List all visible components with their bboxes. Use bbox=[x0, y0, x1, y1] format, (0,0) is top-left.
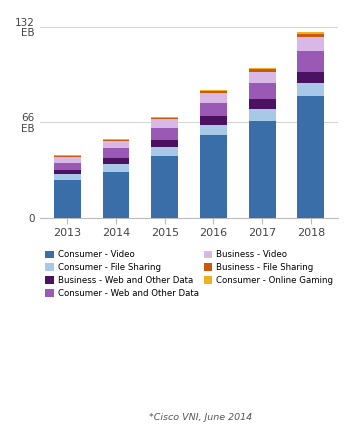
Bar bbox=[200, 125, 227, 135]
Bar bbox=[103, 148, 130, 159]
Bar bbox=[249, 68, 276, 70]
Bar bbox=[103, 164, 130, 172]
Bar bbox=[151, 128, 178, 139]
Bar bbox=[151, 119, 178, 128]
Bar bbox=[54, 163, 81, 170]
Bar bbox=[249, 83, 276, 99]
Bar bbox=[151, 139, 178, 147]
Bar bbox=[54, 156, 81, 157]
Bar bbox=[298, 51, 324, 72]
Bar bbox=[200, 93, 227, 103]
Bar bbox=[298, 32, 324, 34]
Bar bbox=[200, 103, 227, 117]
Bar bbox=[103, 141, 130, 148]
Bar bbox=[298, 34, 324, 37]
Bar bbox=[249, 121, 276, 218]
Bar bbox=[200, 91, 227, 93]
Bar bbox=[54, 174, 81, 180]
Bar bbox=[249, 70, 276, 72]
Bar bbox=[298, 83, 324, 96]
Text: *Cisco VNI, June 2014: *Cisco VNI, June 2014 bbox=[149, 413, 253, 422]
Bar bbox=[200, 135, 227, 218]
Bar bbox=[103, 172, 130, 218]
Bar bbox=[200, 90, 227, 91]
Bar bbox=[103, 139, 130, 141]
Bar bbox=[151, 147, 178, 156]
Bar bbox=[54, 180, 81, 218]
Bar bbox=[54, 157, 81, 163]
Bar bbox=[249, 72, 276, 83]
Bar bbox=[103, 159, 130, 164]
Bar bbox=[298, 96, 324, 218]
Bar bbox=[249, 99, 276, 109]
Legend: Consumer - Video, Consumer - File Sharing, Business - Web and Other Data, Consum: Consumer - Video, Consumer - File Sharin… bbox=[44, 248, 335, 300]
Bar bbox=[249, 109, 276, 121]
Bar bbox=[54, 170, 81, 174]
Bar bbox=[151, 118, 178, 119]
Bar bbox=[200, 117, 227, 125]
Bar bbox=[54, 155, 81, 156]
Bar bbox=[151, 117, 178, 118]
Bar bbox=[151, 156, 178, 218]
Bar bbox=[298, 72, 324, 83]
Bar bbox=[298, 37, 324, 51]
